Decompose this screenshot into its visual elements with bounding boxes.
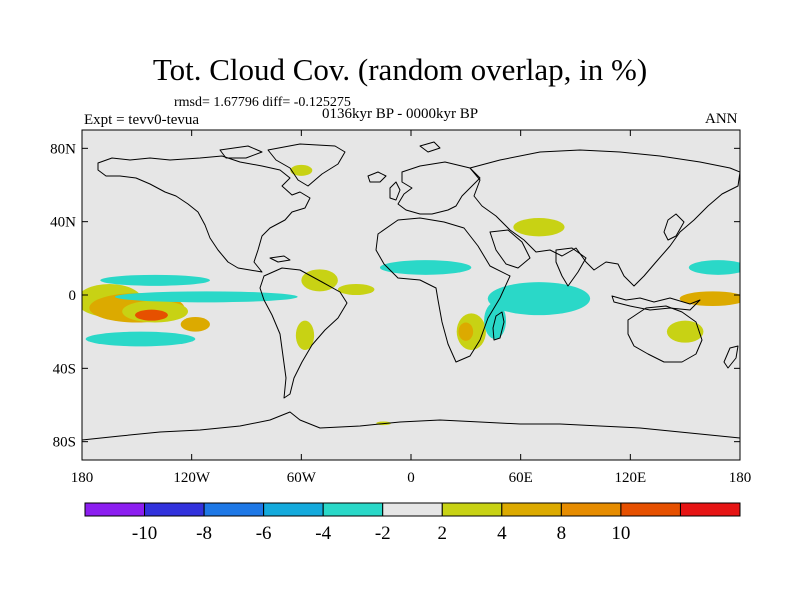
- y-tick-label-0: 80N: [50, 141, 76, 157]
- rmsd-diff-stats: rmsd= 1.67796 diff= -0.125275: [174, 95, 351, 110]
- x-tick-label-6: 180: [729, 470, 752, 486]
- coast-madagascar: [492, 311, 505, 341]
- x-tick-label-1: 120W: [173, 470, 211, 486]
- colorbar-box-6: [441, 502, 503, 517]
- anomaly-region-7: [85, 331, 196, 347]
- coast-africa: [375, 217, 511, 363]
- anomaly-region-19: [666, 320, 704, 343]
- anomaly-region-10: [295, 320, 315, 351]
- colorbar-box-7: [501, 502, 562, 517]
- coast-arctic-islands: [219, 145, 263, 159]
- period-label: 0136kyr BP - 0000kyr BP: [322, 106, 479, 122]
- x-tick-label-0: 180: [71, 470, 94, 486]
- colorbar-label-5: 2: [438, 523, 448, 544]
- plot-title: Tot. Cloud Cov. (random overlap, in %): [152, 52, 648, 87]
- coast-india: [555, 247, 587, 287]
- coastlines: [82, 141, 740, 460]
- anomaly-region-9: [337, 284, 375, 295]
- colorbar-box-4: [322, 502, 384, 517]
- colorbar-label-3: -4: [315, 523, 331, 544]
- x-tick-label-4: 60E: [509, 470, 533, 486]
- anomaly-region-5: [100, 274, 210, 286]
- colorbar: -10 -8 -6 -4 -2 2 4 8 10: [84, 502, 741, 544]
- colorbar-box-1: [144, 502, 205, 517]
- colorbar-label-6: 4: [497, 523, 507, 544]
- colorbar-label-1: -8: [196, 523, 212, 544]
- anomaly-region-4: [180, 317, 210, 332]
- experiment-label: Expt = tevv0-tevua: [84, 112, 200, 128]
- anomaly-region-16: [513, 218, 565, 237]
- coast-asia: [469, 149, 740, 287]
- coast-greenland: [267, 143, 346, 187]
- colorbar-box-10: [679, 502, 741, 517]
- colorbar-label-4: -2: [375, 523, 391, 544]
- coast-svalbard: [419, 141, 441, 153]
- coast-australia: [627, 305, 703, 363]
- coast-caribbean: [269, 255, 291, 263]
- y-tick-label-3: 40S: [53, 361, 76, 377]
- y-tick-label-1: 40N: [50, 215, 76, 231]
- anomaly-region-15: [379, 260, 472, 275]
- colorbar-box-2: [203, 502, 265, 517]
- anomaly-region-17: [688, 260, 740, 275]
- coast-iceland: [367, 171, 387, 183]
- colorbar-box-3: [263, 502, 324, 517]
- anomaly-region-12: [458, 322, 474, 341]
- map-axes: 180 120W 60W 0 60E 120E 180 80N 40N 0 40S 80S: [50, 130, 751, 486]
- colorbar-label-8: 10: [611, 523, 630, 544]
- anomaly-region-20: [290, 164, 313, 176]
- anomaly-region-14: [487, 282, 591, 316]
- colorbar-box-0: [84, 502, 146, 517]
- x-tick-label-5: 120E: [614, 470, 646, 486]
- coast-new-zealand: [723, 345, 739, 369]
- coast-japan: [663, 213, 685, 241]
- season-label: ANN: [705, 111, 738, 127]
- coast-arabia: [489, 229, 531, 269]
- colorbar-label-2: -6: [256, 523, 272, 544]
- cloud-anomaly-field: [82, 164, 740, 426]
- colorbar-box-5: [382, 502, 443, 517]
- colorbar-label-7: 8: [557, 523, 567, 544]
- coast-indonesia: [611, 295, 701, 311]
- coast-europe: [397, 161, 481, 215]
- colorbar-box-8: [560, 502, 622, 517]
- colorbar-label-0: -10: [132, 523, 157, 544]
- coast-south-america: [259, 267, 348, 399]
- coast-british-isles: [389, 181, 401, 201]
- y-tick-label-4: 80S: [53, 435, 76, 451]
- anomaly-region-3: [135, 309, 168, 321]
- x-tick-label-3: 0: [407, 470, 415, 486]
- x-tick-label-2: 60W: [287, 470, 317, 486]
- coast-antarctica: [82, 411, 740, 460]
- y-tick-label-2: 0: [69, 288, 77, 304]
- anomaly-region-6: [114, 291, 298, 303]
- colorbar-box-9: [620, 502, 681, 517]
